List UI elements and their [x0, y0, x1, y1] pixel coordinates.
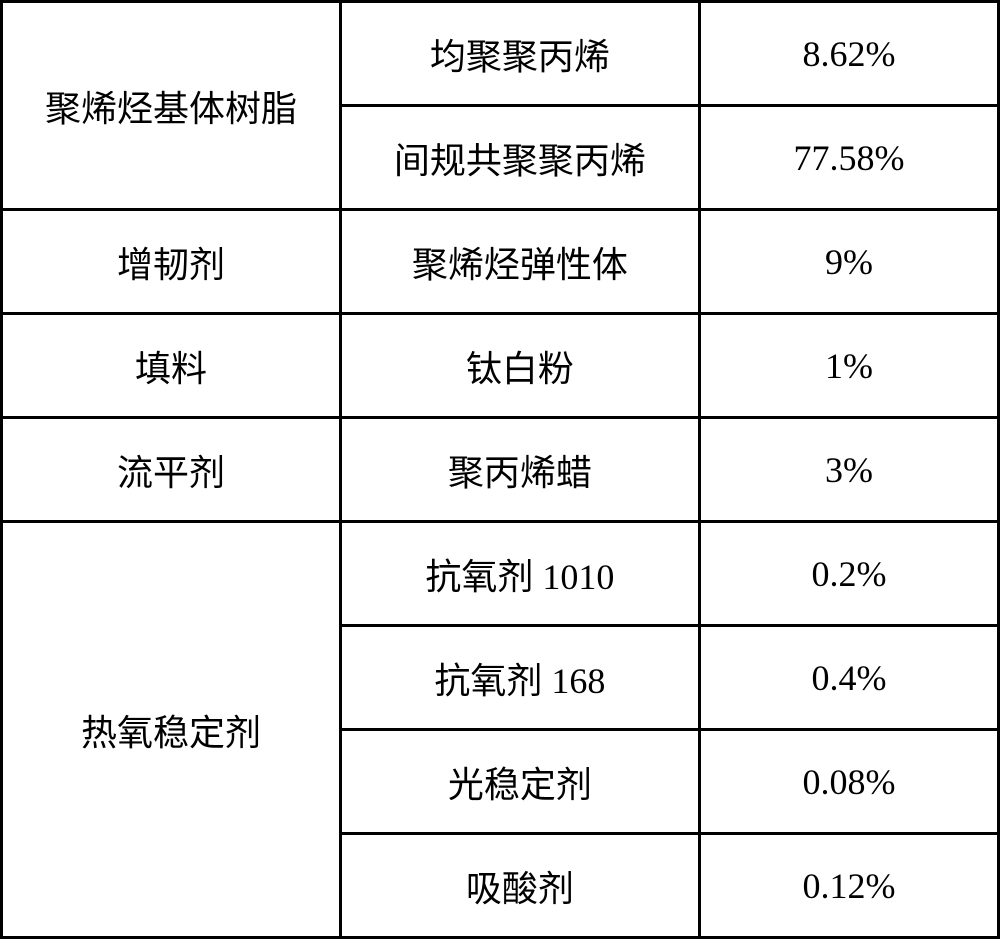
- material-cell: 均聚聚丙烯: [340, 2, 699, 106]
- category-cell: 流平剂: [2, 418, 341, 522]
- material-cell: 抗氧剂 168: [340, 626, 699, 730]
- percent-cell: 3%: [699, 418, 998, 522]
- percent-cell: 8.62%: [699, 2, 998, 106]
- material-cell: 聚丙烯蜡: [340, 418, 699, 522]
- category-cell: 增韧剂: [2, 210, 341, 314]
- material-cell: 间规共聚聚丙烯: [340, 106, 699, 210]
- percent-cell: 9%: [699, 210, 998, 314]
- category-cell: 热氧稳定剂: [2, 522, 341, 938]
- material-cell: 聚烯烃弹性体: [340, 210, 699, 314]
- composition-table-container: 聚烯烃基体树脂 均聚聚丙烯 8.62% 间规共聚聚丙烯 77.58% 增韧剂 聚…: [0, 0, 1000, 939]
- category-cell: 填料: [2, 314, 341, 418]
- category-cell: 聚烯烃基体树脂: [2, 2, 341, 210]
- percent-cell: 0.12%: [699, 834, 998, 938]
- table-row: 填料 钛白粉 1%: [2, 314, 999, 418]
- material-cell: 钛白粉: [340, 314, 699, 418]
- percent-cell: 77.58%: [699, 106, 998, 210]
- percent-cell: 0.2%: [699, 522, 998, 626]
- material-cell: 吸酸剂: [340, 834, 699, 938]
- composition-table: 聚烯烃基体树脂 均聚聚丙烯 8.62% 间规共聚聚丙烯 77.58% 增韧剂 聚…: [0, 0, 1000, 939]
- percent-cell: 0.4%: [699, 626, 998, 730]
- material-cell: 光稳定剂: [340, 730, 699, 834]
- table-row: 增韧剂 聚烯烃弹性体 9%: [2, 210, 999, 314]
- percent-cell: 1%: [699, 314, 998, 418]
- table-row: 热氧稳定剂 抗氧剂 1010 0.2%: [2, 522, 999, 626]
- percent-cell: 0.08%: [699, 730, 998, 834]
- table-row: 聚烯烃基体树脂 均聚聚丙烯 8.62%: [2, 2, 999, 106]
- table-row: 流平剂 聚丙烯蜡 3%: [2, 418, 999, 522]
- material-cell: 抗氧剂 1010: [340, 522, 699, 626]
